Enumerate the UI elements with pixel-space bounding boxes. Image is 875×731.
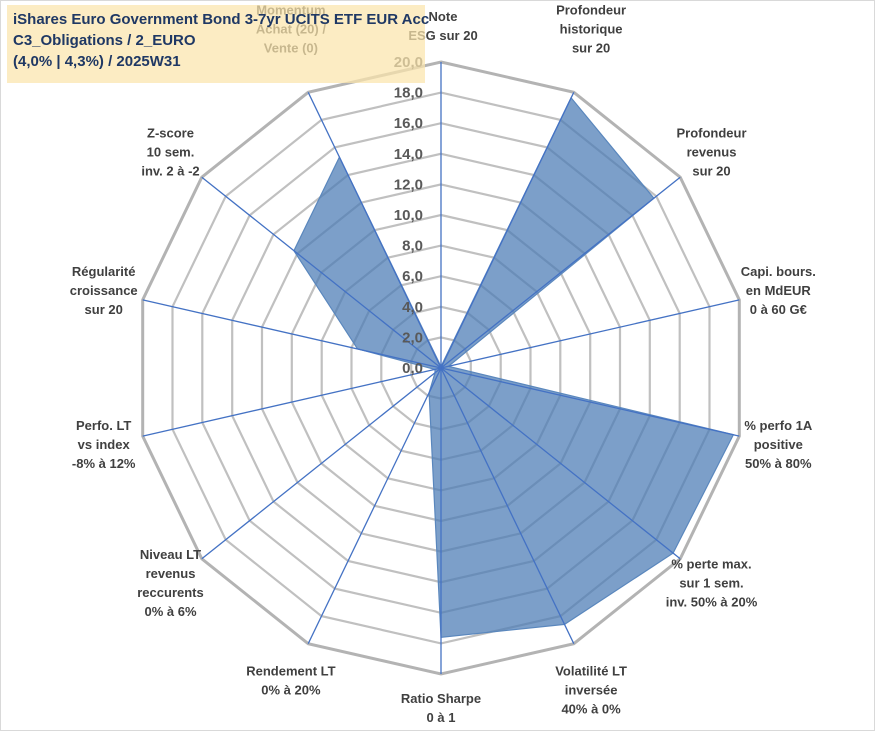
- axis-label-1-line-1: historique: [560, 21, 623, 36]
- axis-label-9: Niveau LT revenus reccurents 0% à 6%: [137, 547, 203, 619]
- spoke-2: [440, 176, 681, 369]
- spoke-13: [307, 92, 442, 369]
- spoke-9: [201, 367, 442, 560]
- axis-label-2-line-2: sur 20: [692, 163, 730, 178]
- axis-label-4-line-1: positive: [754, 437, 803, 452]
- axis-label-7-line-1: 0 à 1: [427, 710, 456, 725]
- spoke-10: [142, 367, 442, 437]
- axis-label-5-line-0: % perte max.: [671, 557, 751, 572]
- title-line-yield-week: (4,0% | 4,3%) / 2025W31: [13, 53, 181, 70]
- axis-label-3-line-1: en MdEUR: [746, 283, 812, 298]
- title-line-category: C3_Obligations / 2_EURO: [13, 32, 196, 49]
- axis-label-0-line-1: ESG sur 20: [408, 28, 477, 43]
- axis-label-12-line-0: Z-score: [147, 125, 194, 140]
- tick-label-9: 18,0: [394, 85, 423, 102]
- axis-label-0-line-0: Note: [429, 9, 458, 24]
- axis-label-1: Profondeur historique sur 20: [556, 2, 626, 55]
- tick-label-0: 0,0: [402, 360, 423, 377]
- axis-label-3-line-2: 0 à 60 G€: [750, 302, 807, 317]
- spoke-12: [201, 176, 442, 369]
- axis-label-5-line-1: sur 1 sem.: [679, 576, 743, 591]
- axis-label-2-line-0: Profondeur: [676, 125, 746, 140]
- spoke-1: [440, 92, 575, 369]
- tick-label-8: 16,0: [394, 115, 423, 132]
- tick-label-3: 6,0: [402, 268, 423, 285]
- axis-label-6-line-1: inversée: [565, 683, 618, 698]
- axis-label-0: Note ESG sur 20: [408, 9, 477, 43]
- axis-label-1-line-0: Profondeur: [556, 2, 626, 17]
- radar-axis-labels: Note ESG sur 20 Profondeur historique sur 20…: [70, 2, 816, 725]
- axis-label-2: Profondeur revenus sur 20: [676, 125, 746, 178]
- axis-label-9-line-2: reccurents: [137, 585, 203, 600]
- axis-label-8-line-1: 0% à 20%: [261, 683, 321, 698]
- axis-label-3-line-0: Capi. bours.: [741, 264, 816, 279]
- axis-label-10-line-0: Perfo. LT: [76, 418, 131, 433]
- axis-label-4-line-2: 50% à 80%: [745, 456, 812, 471]
- axis-label-4: % perfo 1A positive 50% à 80%: [744, 418, 813, 471]
- spoke-8: [307, 367, 442, 644]
- axis-label-6-line-0: Volatilité LT: [555, 664, 627, 679]
- axis-label-9-line-3: 0% à 6%: [144, 604, 196, 619]
- axis-label-9-line-1: revenus: [146, 566, 196, 581]
- tick-label-4: 8,0: [402, 238, 423, 255]
- axis-label-7: Ratio Sharpe 0 à 1: [401, 691, 481, 725]
- axis-label-8: Rendement LT 0% à 20%: [246, 664, 335, 698]
- axis-label-12-line-1: 10 sem.: [147, 144, 195, 159]
- tick-label-2: 4,0: [402, 299, 423, 316]
- axis-label-2-line-1: revenus: [687, 144, 737, 159]
- tick-label-7: 14,0: [394, 146, 423, 163]
- axis-label-1-line-2: sur 20: [572, 40, 610, 55]
- tick-label-1: 2,0: [402, 329, 423, 346]
- axis-label-7-line-0: Ratio Sharpe: [401, 691, 481, 706]
- axis-label-11-line-0: Régularité: [72, 264, 136, 279]
- axis-label-3: Capi. bours. en MdEUR 0 à 60 G€: [741, 264, 816, 317]
- axis-label-6: Volatilité LT inversée 40% à 0%: [555, 664, 627, 717]
- spoke-5: [440, 367, 681, 560]
- axis-label-12-line-2: inv. 2 à -2: [141, 163, 199, 178]
- tick-label-5: 10,0: [394, 207, 423, 224]
- radar-series: [293, 96, 735, 638]
- spoke-3: [440, 299, 740, 369]
- series-area-0: [293, 96, 735, 638]
- spoke-6: [440, 367, 575, 644]
- axis-label-5: % perte max. sur 1 sem. inv. 50% à 20%: [666, 557, 758, 610]
- radar-spokes: [142, 62, 740, 674]
- axis-label-8-line-0: Rendement LT: [246, 664, 335, 679]
- title-line-fund-name: iShares Euro Government Bond 3-7yr UCITS…: [13, 11, 430, 28]
- axis-label-12: Z-score 10 sem. inv. 2 à -2: [141, 125, 199, 178]
- axis-label-10-line-1: vs index: [78, 437, 131, 452]
- spoke-11: [142, 299, 442, 369]
- spoke-4: [440, 367, 740, 437]
- axis-label-5-line-2: inv. 50% à 20%: [666, 595, 758, 610]
- axis-label-9-line-0: Niveau LT: [140, 547, 201, 562]
- axis-label-11-line-1: croissance: [70, 283, 138, 298]
- tick-label-6: 12,0: [394, 176, 423, 193]
- chart-title-box: iShares Euro Government Bond 3-7yr UCITS…: [7, 5, 430, 83]
- axis-label-11: Régularité croissance sur 20: [70, 264, 138, 317]
- axis-label-4-line-0: % perfo 1A: [744, 418, 813, 433]
- axis-label-11-line-2: sur 20: [85, 302, 123, 317]
- axis-label-10-line-2: -8% à 12%: [72, 456, 136, 471]
- axis-label-6-line-2: 40% à 0%: [561, 702, 621, 717]
- axis-label-10: Perfo. LT vs index -8% à 12%: [72, 418, 136, 471]
